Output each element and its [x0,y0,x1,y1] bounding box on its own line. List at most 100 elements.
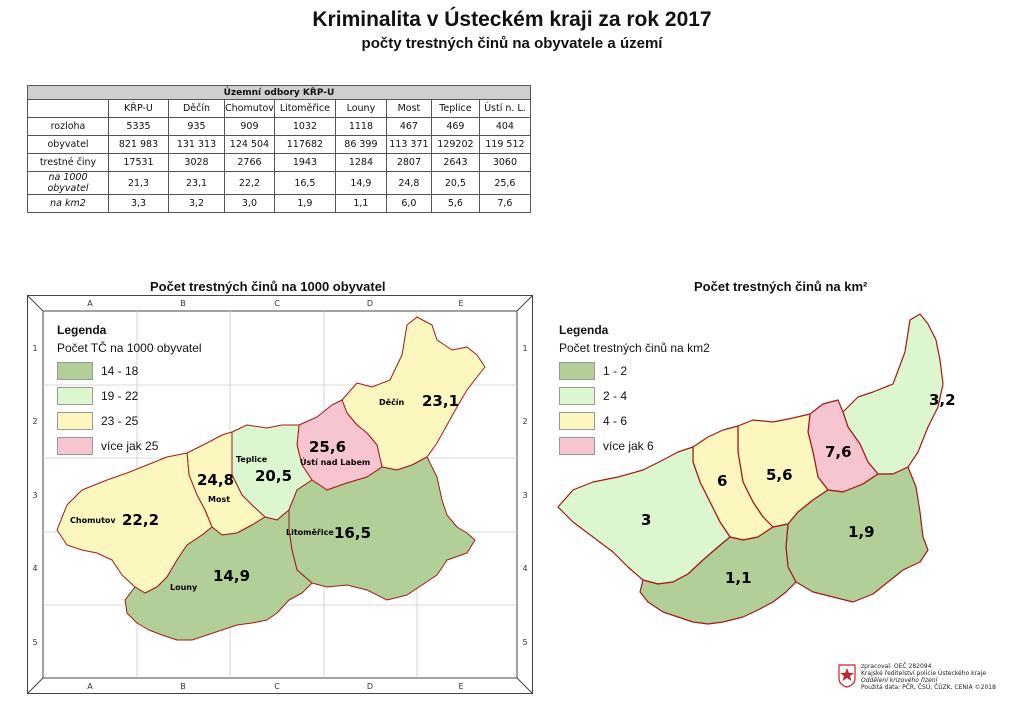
legend-label: 4 - 6 [603,414,628,428]
table-row: na 1000 obyvatel 21,3 23,1 22,2 16,5 14,… [27,171,531,195]
table-cell: 821 983 [108,135,169,154]
table-cell: 5335 [108,117,169,136]
credits-line: Krajské ředitelství policie Ústeckého kr… [861,670,987,677]
grid-col-label: A [87,682,93,691]
legend-label: 2 - 4 [603,389,628,403]
grid-col-label: B [180,299,186,308]
legend-item: 23 - 25 [57,412,202,430]
column-header: Chomutov [224,99,275,118]
legend-label: 1 - 2 [603,364,628,378]
table-row: trestné činy 17531 3028 2766 1943 1284 2… [27,153,531,172]
legend-item: 14 - 18 [57,362,202,380]
table-cell: 3,0 [224,194,275,213]
row-label: obyvatel [27,135,109,154]
table-cell: 117682 [273,135,336,154]
police-logo-icon [838,664,856,688]
table-cell: 935 [168,117,225,136]
column-header: Teplice [430,99,480,118]
label-teplice-value: 5,6 [766,466,793,484]
district-labels: 23,1 Děčín 25,6 Ústí nad Labem Teplice 2… [70,392,459,592]
row-label: na 1000 obyvatel [27,171,109,195]
table-cell: 2807 [385,153,432,172]
legend-swatch [57,437,93,455]
label-usti-name: Ústí nad Labem [300,456,370,467]
legend-item: 4 - 6 [559,412,710,430]
legend-title: Legenda [57,323,107,337]
legend-item: 2 - 4 [559,387,710,405]
district-chomutov [557,446,731,585]
table-cell: 17531 [108,153,169,172]
table-cell: 86 399 [334,135,387,154]
table-cell: 14,9 [334,171,387,195]
credits-line: Použitá data: PČR, ČSÚ, ČÚZK, CENIA ©201… [861,684,996,691]
table-row: rozloha 5335 935 909 1032 1118 467 469 4… [27,117,531,136]
table-cell: 20,5 [430,171,480,195]
table-caption: Územní odbory KŘP-U [27,85,531,100]
grid-col-label: C [274,299,280,308]
table-cell: 909 [224,117,275,136]
credits-line: Oddělení krizového řízení [861,677,938,684]
label-litomerice-value: 16,5 [334,524,371,542]
grid-row-label: 2 [522,417,527,426]
legend-item: 19 - 22 [57,387,202,405]
table-cell: 1,1 [334,194,387,213]
grid-row-label: 2 [32,417,37,426]
column-header: KŘP-U [108,99,169,118]
grid-col-label: C [274,682,280,691]
column-header: Litoměřice [273,99,336,118]
column-header: Louny [334,99,387,118]
table-cell: 1284 [334,153,387,172]
legend-label: více jak 6 [603,439,654,453]
grid-col-label: D [367,299,373,308]
grid-row-label: 4 [522,564,527,573]
row-label: trestné činy [27,153,109,172]
legend-swatch [57,412,93,430]
row-label: rozloha [27,117,109,136]
label-chomutov-value: 3 [641,511,651,529]
label-louny-value: 1,1 [725,569,752,587]
table-cell: 7,6 [478,194,531,213]
table-cell: 2643 [430,153,480,172]
grid-row-label: 5 [32,638,37,647]
table-cell: 25,6 [478,171,531,195]
grid-row-label: 4 [32,564,37,573]
legend-swatch [559,412,595,430]
label-louny-name: Louny [170,583,198,592]
legend-label: 19 - 22 [101,389,139,403]
district-louny [124,509,313,641]
label-usti-value: 25,6 [309,438,346,456]
grid-col-label: E [458,299,463,308]
legend-title: Legenda [559,323,609,337]
legend-swatch [559,362,595,380]
grid-row-label: 1 [522,344,527,353]
statistics-table: Územní odbory KŘP-U KŘP-U Děčín Chomutov… [27,85,531,213]
table-cell: 3,2 [168,194,225,213]
table-cell: 16,5 [273,171,336,195]
legend-item: 1 - 2 [559,362,710,380]
legend-item: více jak 6 [559,437,710,455]
table-cell: 3060 [478,153,531,172]
legend-swatch [57,362,93,380]
grid-row-label: 5 [522,638,527,647]
table-cell: 5,6 [430,194,480,213]
label-teplice-name: Teplice [236,455,268,464]
label-teplice-value: 20,5 [255,467,292,485]
label-litomerice-value: 1,9 [848,523,875,541]
table-cell: 6,0 [385,194,432,213]
legend-swatch [57,387,93,405]
credits-line: zpracoval: OEČ 282094 [861,663,932,670]
left-map-title: Počet trestných činů na 1000 obyvatel [150,279,386,294]
legend-swatch [559,387,595,405]
grid-col-label: B [180,682,186,691]
table-cell: 119 512 [478,135,531,154]
table-cell: 1032 [273,117,336,136]
row-label: na km2 [27,194,109,213]
column-header: Děčín [168,99,225,118]
table-cell: 24,8 [385,171,432,195]
table-cell: 113 371 [385,135,432,154]
table-cell: 3,3 [108,194,169,213]
legend-label: více jak 25 [101,439,159,453]
table-cell: 1118 [334,117,387,136]
table-cell: 124 504 [224,135,275,154]
grid-labels: A B C D E A B C D E 1 2 3 4 5 1 2 3 4 5 [32,299,527,691]
